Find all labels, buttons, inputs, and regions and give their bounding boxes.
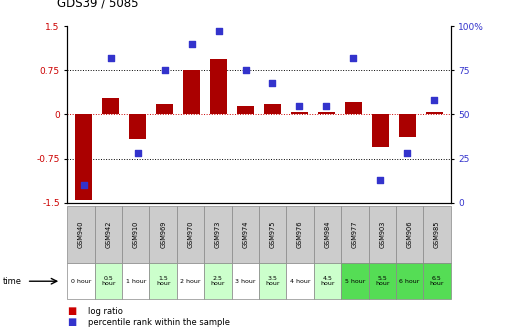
Bar: [103, 98, 119, 114]
Text: 3.5
hour: 3.5 hour: [265, 276, 280, 286]
Text: ■: ■: [67, 306, 77, 316]
Text: GSM940: GSM940: [78, 221, 84, 249]
Point: [404, 151, 412, 156]
Text: GSM910: GSM910: [133, 221, 139, 248]
Text: 2.5
hour: 2.5 hour: [211, 276, 225, 286]
Text: 1 hour: 1 hour: [125, 279, 146, 284]
Text: 0.5
hour: 0.5 hour: [101, 276, 116, 286]
Text: GSM977: GSM977: [352, 221, 358, 249]
Text: GSM906: GSM906: [407, 221, 413, 249]
Point: [377, 177, 385, 182]
Text: GDS39 / 5085: GDS39 / 5085: [57, 0, 138, 10]
Bar: [237, 106, 254, 114]
Text: 3 hour: 3 hour: [235, 279, 255, 284]
Text: time: time: [3, 277, 22, 286]
Bar: [319, 112, 335, 114]
Point: [241, 68, 250, 73]
Bar: [292, 112, 308, 114]
Text: 1.5
hour: 1.5 hour: [156, 276, 170, 286]
Bar: [130, 114, 146, 139]
Text: GSM974: GSM974: [242, 221, 248, 249]
Point: [106, 55, 114, 60]
Text: 4 hour: 4 hour: [290, 279, 310, 284]
Text: GSM973: GSM973: [215, 221, 221, 248]
Bar: [426, 112, 442, 114]
Text: GSM976: GSM976: [297, 221, 303, 249]
Text: log ratio: log ratio: [88, 307, 123, 316]
Point: [349, 55, 357, 60]
Text: 2 hour: 2 hour: [180, 279, 201, 284]
Point: [295, 103, 304, 108]
Bar: [210, 59, 226, 114]
Text: ■: ■: [67, 317, 77, 327]
Text: 4.5
hour: 4.5 hour: [320, 276, 335, 286]
Text: percentile rank within the sample: percentile rank within the sample: [88, 318, 230, 327]
Text: GSM970: GSM970: [188, 221, 194, 249]
Point: [430, 98, 439, 103]
Bar: [264, 104, 281, 114]
Bar: [156, 104, 172, 114]
Text: 5.5
hour: 5.5 hour: [375, 276, 390, 286]
Point: [79, 182, 88, 188]
Point: [268, 80, 277, 85]
Text: 6.5
hour: 6.5 hour: [430, 276, 444, 286]
Bar: [399, 114, 415, 137]
Text: GSM985: GSM985: [434, 221, 440, 249]
Point: [188, 41, 196, 46]
Point: [322, 103, 330, 108]
Text: GSM942: GSM942: [105, 221, 111, 249]
Bar: [346, 101, 362, 114]
Text: GSM903: GSM903: [379, 221, 385, 248]
Bar: [183, 70, 199, 114]
Text: 5 hour: 5 hour: [344, 279, 365, 284]
Text: GSM975: GSM975: [270, 221, 276, 249]
Text: 6 hour: 6 hour: [399, 279, 420, 284]
Text: GSM969: GSM969: [160, 221, 166, 248]
Point: [133, 151, 141, 156]
Point: [214, 29, 223, 34]
Bar: [372, 114, 388, 147]
Bar: [76, 114, 92, 200]
Text: GSM984: GSM984: [324, 221, 330, 249]
Point: [161, 68, 169, 73]
Text: 0 hour: 0 hour: [71, 279, 91, 284]
